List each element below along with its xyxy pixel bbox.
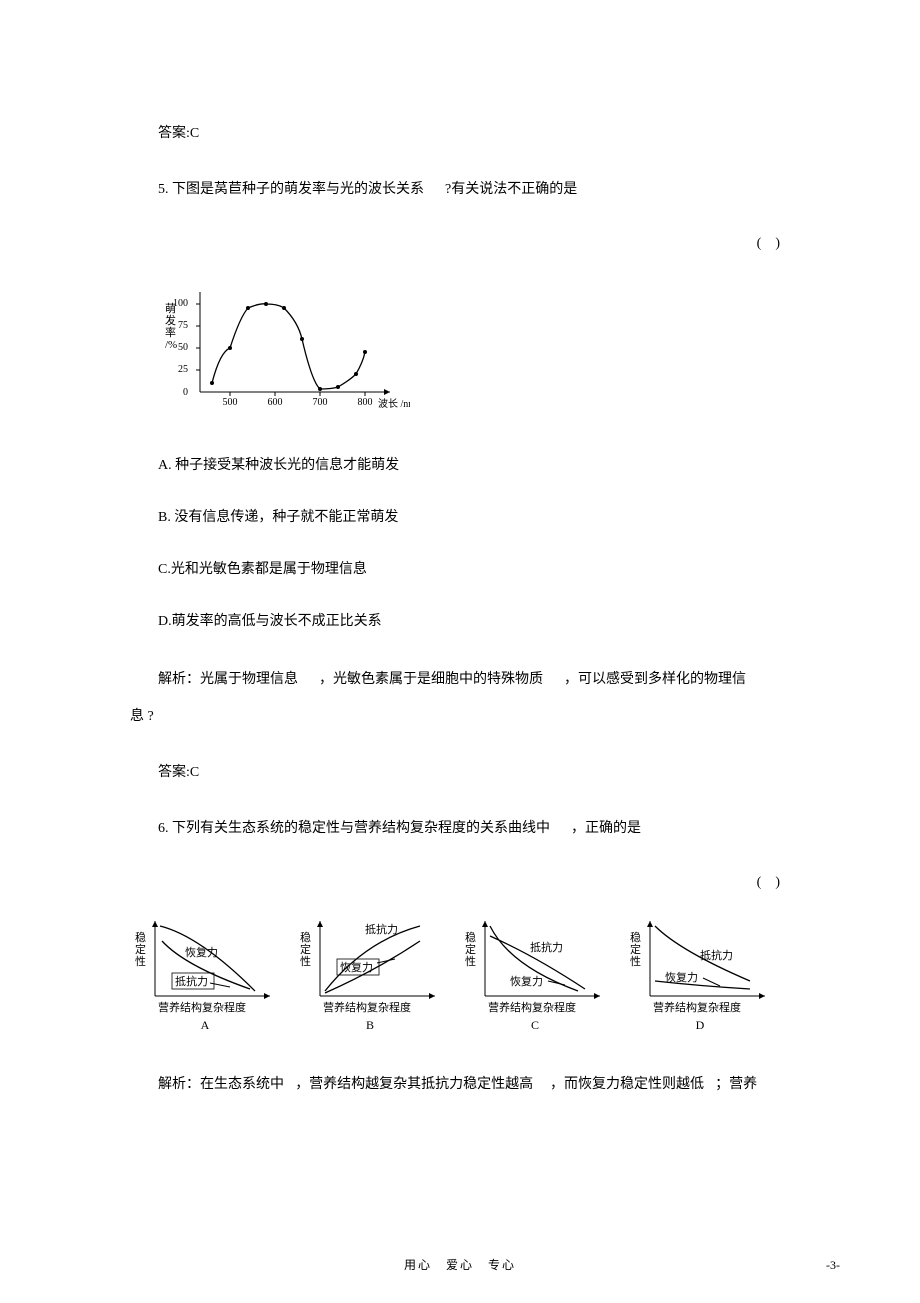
svg-text:稳定性: 稳定性 bbox=[630, 930, 641, 968]
panel-b-xlabel: 营养结构复杂程度 bbox=[323, 1000, 411, 1014]
q5-paren: ( ) bbox=[130, 232, 790, 252]
svg-text:稳定性: 稳定性 bbox=[135, 930, 146, 968]
ytick-50: 50 bbox=[178, 342, 188, 353]
q5-explain-c: ，可以感受到多样化的物理信 bbox=[564, 672, 746, 687]
panel-c-recover: 恢复力 bbox=[510, 974, 543, 988]
panel-a-letter: A bbox=[201, 1018, 210, 1032]
x-axis-label: 波长 /nm bbox=[378, 397, 410, 410]
panel-d-letter: D bbox=[696, 1018, 705, 1032]
svg-text:稳定性: 稳定性 bbox=[300, 930, 311, 968]
q5-explain-a: 解析：光属于物理信息 bbox=[158, 672, 298, 687]
q5-opt-a: A. 种子接受某种波长光的信息才能萌发 bbox=[130, 452, 790, 480]
panel-c-xlabel: 营养结构复杂程度 bbox=[488, 1000, 576, 1014]
xtick-800: 800 bbox=[358, 397, 373, 408]
panel-b-recover: 恢复力 bbox=[340, 960, 373, 974]
q6-stem: 6. 下列有关生态系统的稳定性与营养结构复杂程度的关系曲线中 ，正确的是 bbox=[130, 815, 790, 843]
panel-a-resist: 抵抗力 bbox=[175, 974, 208, 988]
panel-d-resist: 抵抗力 bbox=[700, 948, 733, 962]
page-footer: 用心 爱心 专心 bbox=[0, 1256, 920, 1273]
q5-explain-tail: 息 ? bbox=[130, 703, 790, 731]
answer-4: 答案:C bbox=[130, 120, 790, 148]
ytick-25: 25 bbox=[178, 364, 188, 375]
panel-b-resist: 抵抗力 bbox=[365, 922, 398, 936]
q5-stem-b: ?有关说法不正确的是 bbox=[445, 182, 577, 197]
q6-explain-c: ，而恢复力稳定性则越低 bbox=[550, 1077, 704, 1092]
panel-d-recover: 恢复力 bbox=[665, 970, 698, 984]
q5-opt-d: D.萌发率的高低与波长不成正比关系 bbox=[130, 608, 790, 636]
q6-stem-b: ，正确的是 bbox=[571, 821, 641, 836]
panel-d-xlabel: 营养结构复杂程度 bbox=[653, 1000, 741, 1014]
q5-opt-c: C.光和光敏色素都是属于物理信息 bbox=[130, 556, 790, 584]
panel-a-xlabel: 营养结构复杂程度 bbox=[158, 1000, 246, 1014]
q5-answer: 答案:C bbox=[130, 759, 790, 787]
panel-a-recover: 恢复力 bbox=[185, 945, 218, 959]
q6-paren: ( ) bbox=[130, 871, 790, 891]
xtick-700: 700 bbox=[313, 397, 328, 408]
panel-c-letter: C bbox=[531, 1018, 539, 1032]
q5-stem-a: 5. 下图是莴苣种子的萌发率与光的波长关系 bbox=[158, 182, 424, 197]
panel-c-resist: 抵抗力 bbox=[530, 940, 563, 954]
ytick-75: 75 bbox=[178, 320, 188, 331]
q6-explain-d: ；营养 bbox=[715, 1077, 757, 1092]
q5-chart: 0 25 50 75 100 500 600 700 800 波长 /nm 萌发… bbox=[160, 272, 790, 422]
q6-panels: 稳定性 恢复力 抵抗力 营养结构复杂程度 A 稳定性 bbox=[130, 911, 790, 1041]
y-axis-label: 萌发率/% bbox=[165, 301, 177, 351]
q5-opt-b: B. 没有信息传递，种子就不能正常萌发 bbox=[130, 504, 790, 532]
ytick-0: 0 bbox=[183, 387, 188, 398]
q6-explain: 解析：在生态系统中 ，营养结构越复杂其抵抗力稳定性越高 ，而恢复力稳定性则越低 ；营养 bbox=[130, 1071, 790, 1099]
xtick-500: 500 bbox=[223, 397, 238, 408]
q6-explain-b: ，营养结构越复杂其抵抗力稳定性越高 bbox=[295, 1077, 533, 1092]
q6-explain-a: 解析：在生态系统中 bbox=[158, 1077, 284, 1092]
q5-stem: 5. 下图是莴苣种子的萌发率与光的波长关系 ?有关说法不正确的是 bbox=[130, 176, 790, 204]
q5-explain: 解析：光属于物理信息 ，光敏色素属于是细胞中的特殊物质 ，可以感受到多样化的物理信 bbox=[130, 660, 790, 699]
xtick-600: 600 bbox=[268, 397, 283, 408]
page-number: -3- bbox=[826, 1258, 840, 1273]
q6-stem-a: 6. 下列有关生态系统的稳定性与营养结构复杂程度的关系曲线中 bbox=[158, 821, 550, 836]
q5-explain-b: ，光敏色素属于是细胞中的特殊物质 bbox=[319, 672, 543, 687]
svg-text:稳定性: 稳定性 bbox=[465, 930, 476, 968]
panel-b-letter: B bbox=[366, 1018, 374, 1032]
